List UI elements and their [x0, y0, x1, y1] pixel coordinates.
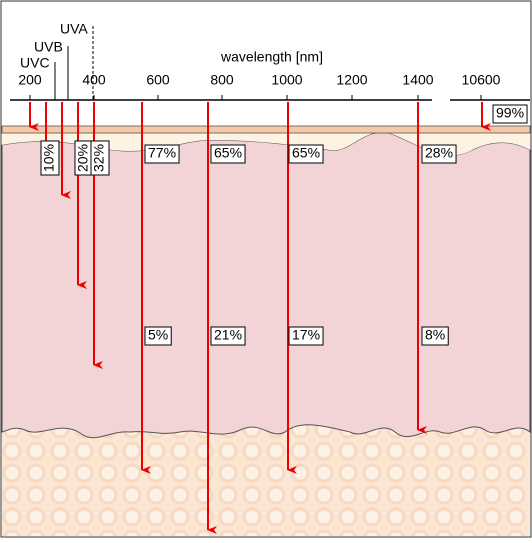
tick-label: 1200: [336, 72, 367, 88]
percent-label: 5%: [144, 326, 172, 346]
percent-text: 65%: [292, 145, 320, 161]
arrows: [29, 102, 491, 534]
stratum-corneum: [1, 125, 531, 134]
percent-text: 17%: [292, 327, 320, 343]
percent-label: 32%: [90, 140, 110, 176]
band-label: UVC: [20, 55, 50, 71]
label-box: [492, 104, 528, 124]
percent-text: 28%: [425, 145, 453, 161]
tick-label: 400: [82, 72, 106, 88]
percent-label: 21%: [210, 326, 246, 346]
percent-label: 20%: [74, 140, 94, 176]
tick-label: 200: [18, 72, 42, 88]
axis-label: wavelength [nm]: [220, 49, 323, 65]
label-box: [144, 144, 180, 164]
percent-text: 77%: [148, 145, 176, 161]
percent-text: 5%: [148, 327, 168, 343]
tick-label: 800: [210, 72, 234, 88]
percent-text: 32%: [91, 144, 107, 172]
band-label: UVB: [34, 39, 63, 55]
percent-label: 99%: [492, 104, 528, 124]
percent-label: 65%: [210, 144, 246, 164]
percent-text: 20%: [75, 144, 91, 172]
percent-text: 10%: [41, 144, 57, 172]
percent-text: 21%: [214, 327, 242, 343]
percent-text: 8%: [425, 327, 445, 343]
percent-label: 77%: [144, 144, 180, 164]
percent-label: 17%: [288, 326, 324, 346]
label-box: [210, 144, 246, 164]
subcutis: [2, 420, 530, 536]
percent-label: 65%: [288, 144, 324, 164]
tick-label: 1000: [271, 72, 302, 88]
percent-label: 28%: [421, 144, 457, 164]
tick-label: 600: [146, 72, 170, 88]
label-box: [288, 326, 324, 346]
percent-text: 99%: [496, 105, 524, 121]
percent-label: 10%: [40, 140, 60, 176]
label-box: [90, 140, 110, 176]
label-box: [288, 144, 324, 164]
band-label: UVA: [60, 21, 88, 37]
epidermis: [2, 132, 530, 156]
label-box: [421, 144, 457, 164]
label-box: [40, 140, 60, 176]
label-box: [210, 326, 246, 346]
dermis: [1, 131, 531, 439]
percent-text: 65%: [214, 145, 242, 161]
tick-label: 1400: [402, 72, 433, 88]
tick-label: 10600: [462, 72, 501, 88]
label-box: [421, 326, 449, 346]
label-box: [144, 326, 172, 346]
percent-label: 8%: [421, 326, 449, 346]
